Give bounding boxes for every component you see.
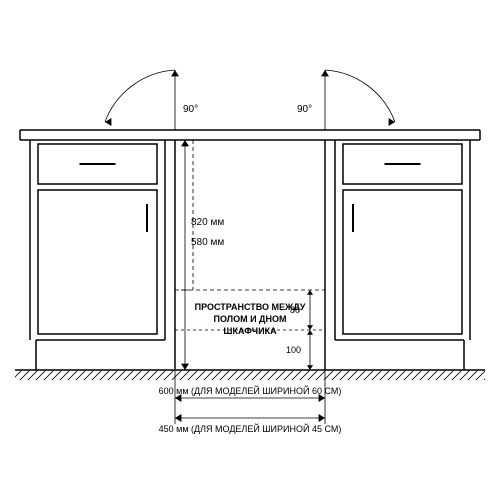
dim-100: 100 bbox=[286, 345, 301, 355]
angle-right: 90° bbox=[297, 104, 312, 115]
clearance-note: ПРОСТРАНСТВО МЕЖДУ bbox=[195, 302, 306, 312]
dim-820: 820 мм bbox=[191, 217, 224, 228]
clearance-note: ПОЛОМ И ДНОМ bbox=[214, 314, 287, 324]
dim-width-60: 600 мм (ДЛЯ МОДЕЛЕЙ ШИРИНОЙ 60 СМ) bbox=[159, 385, 342, 396]
installation-diagram: 90°90°820 мм580 мм80100ПРОСТРАНСТВО МЕЖД… bbox=[0, 0, 500, 500]
dim-580: 580 мм bbox=[191, 237, 224, 248]
clearance-note: ШКАФЧИКА bbox=[223, 326, 277, 336]
angle-left: 90° bbox=[183, 104, 198, 115]
dim-width-45: 450 мм (ДЛЯ МОДЕЛЕЙ ШИРИНОЙ 45 СМ) bbox=[159, 423, 342, 434]
